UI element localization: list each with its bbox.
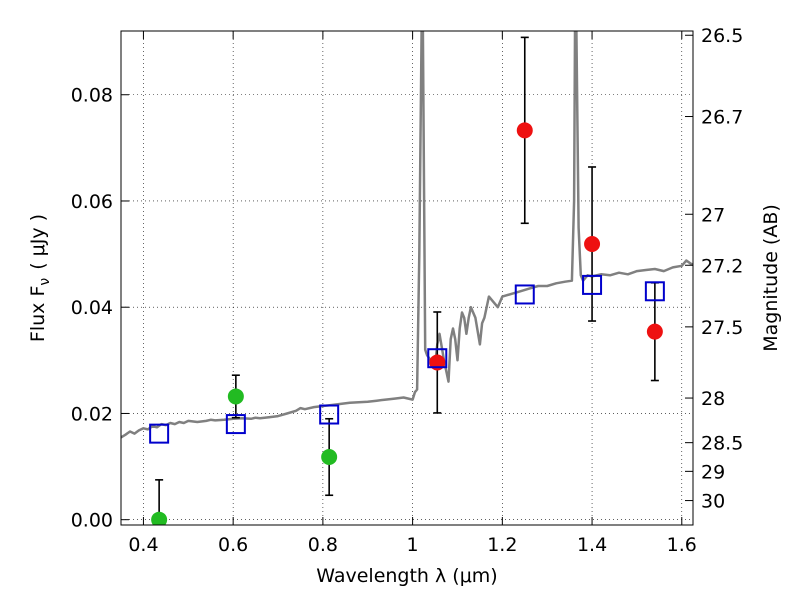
y-axis-title-unit: ( μJy ) <box>27 214 49 270</box>
x-axis-ticks: 0.4 0.6 0.8 1 1.2 1.4 1.6 <box>128 31 697 556</box>
nir-data-point <box>516 122 533 139</box>
right-tick-label: 28.5 <box>701 433 743 455</box>
data-markers <box>149 36 665 525</box>
plot-frame <box>120 30 694 526</box>
y-tick-label: 0.00 <box>71 510 113 532</box>
right-tick-label: 27 <box>701 204 725 226</box>
model-photometry-square <box>644 281 665 302</box>
model-photometry-square <box>149 423 170 444</box>
y-tick-label: 0.02 <box>71 403 113 425</box>
right-axis-ticks: 26.5 26.7 27 27.2 27.5 28 28.5 29 30 <box>685 25 743 513</box>
nir-data-point <box>429 354 446 371</box>
optical-data-point <box>151 511 168 525</box>
x-tick-label: 1.4 <box>577 534 607 556</box>
y-tick-label: 0.08 <box>71 85 113 107</box>
right-tick-label: 26.7 <box>701 107 743 129</box>
right-tick-label: 29 <box>701 461 725 483</box>
y-axis-title-main: Flux F <box>27 286 49 342</box>
x-tick-label: 1.6 <box>667 534 697 556</box>
model-photometry-square <box>427 348 448 369</box>
model-photometry-square <box>225 414 246 435</box>
model-photometry-square <box>319 404 340 425</box>
y-axis-ticks: 0.00 0.02 0.04 0.06 0.08 <box>71 85 129 532</box>
optical-data-point <box>321 449 338 466</box>
right-axis-title: Magnitude (AB) <box>760 204 782 352</box>
right-tick-label: 27.5 <box>701 317 743 339</box>
x-tick-label: 1 <box>407 534 419 556</box>
y-tick-label: 0.04 <box>71 297 113 319</box>
plot-background <box>121 31 693 525</box>
model-photometry-square <box>514 284 535 305</box>
right-tick-label: 27.2 <box>701 255 743 277</box>
right-tick-label: 26.5 <box>701 25 743 47</box>
y-axis-title-subscript: ν <box>37 278 53 286</box>
right-tick-label: 30 <box>701 491 725 513</box>
model-photometry-square <box>582 274 603 295</box>
optical-data-point <box>227 388 244 405</box>
x-tick-label: 0.8 <box>308 534 338 556</box>
x-axis-title: Wavelength λ (μm) <box>316 565 497 587</box>
x-tick-label: 1.2 <box>487 534 517 556</box>
x-tick-label: 0.4 <box>128 534 158 556</box>
right-tick-label: 28 <box>701 388 725 410</box>
y-tick-label: 0.06 <box>71 191 113 213</box>
nir-data-point <box>646 323 663 340</box>
y-axis-title: Flux Fν ( μJy ) <box>27 214 53 342</box>
grid <box>121 31 693 525</box>
x-tick-label: 0.6 <box>218 534 248 556</box>
nir-data-point <box>584 236 601 253</box>
